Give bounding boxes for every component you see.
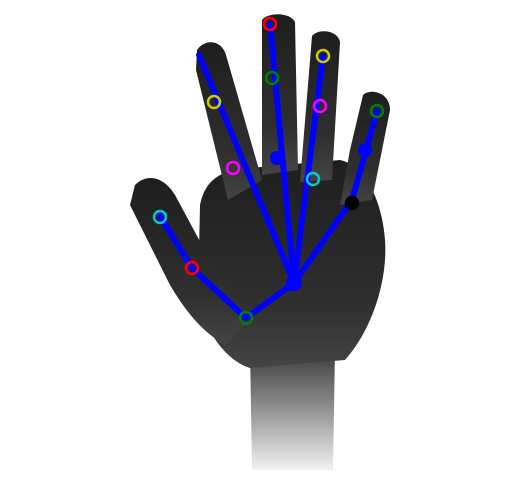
marker-middle-tip bbox=[262, 16, 278, 32]
marker-index-low bbox=[225, 160, 241, 176]
marker-pinky-tip bbox=[369, 103, 385, 119]
bone-ring bbox=[291, 53, 326, 286]
marker-pinky-low bbox=[344, 195, 360, 211]
marker-ring-mid bbox=[312, 98, 328, 114]
marker-thumb-base bbox=[238, 310, 254, 326]
forearm-silhouette bbox=[250, 350, 335, 470]
hand-silhouette bbox=[130, 14, 390, 368]
marker-thumb-tip bbox=[152, 209, 168, 225]
palm-center-joint bbox=[286, 275, 302, 291]
pinky-knuckle-joint bbox=[358, 143, 372, 157]
bone-wrist bbox=[243, 280, 297, 321]
marker-index-mid bbox=[206, 94, 222, 110]
bone-thumb-tip bbox=[157, 213, 195, 271]
marker-ring-low bbox=[305, 171, 321, 187]
bone-thumb-base bbox=[189, 265, 249, 321]
middle-mid-joint bbox=[270, 151, 284, 165]
bone-index bbox=[196, 52, 297, 286]
keypoint-markers bbox=[152, 16, 385, 326]
skeleton-joints bbox=[270, 143, 372, 291]
bone-pinky-lower bbox=[291, 197, 355, 286]
marker-ring-tip bbox=[315, 48, 331, 64]
marker-thumb-mid bbox=[184, 260, 200, 276]
marker-middle-mid bbox=[264, 70, 280, 86]
